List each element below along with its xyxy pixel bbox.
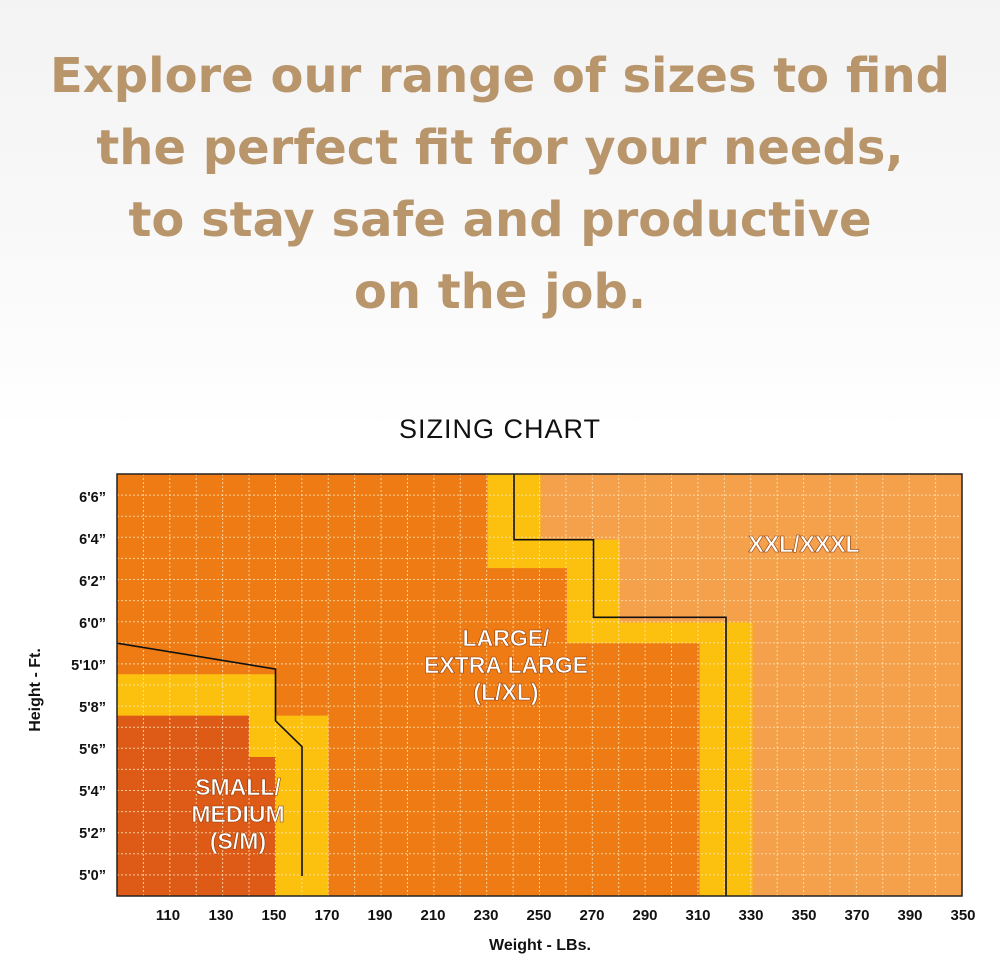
y-tick-label: 5'6” [79,742,106,758]
x-tick-label: 190 [367,907,392,924]
y-axis-label: Height - Ft. [27,648,44,732]
zone-label-xxl: XXL/XXXL [748,531,859,557]
x-tick-label: 370 [844,907,869,924]
y-tick-label: 5'2” [79,826,106,842]
headline: Explore our range of sizes to find the p… [0,40,1000,328]
headline-line-4: on the job. [353,264,647,320]
x-tick-label: 350 [791,907,816,924]
x-tick-label: 130 [208,907,233,924]
y-tick-label: 6'6” [79,490,106,506]
x-tick-label: 150 [261,907,286,924]
y-tick-label: 5'8” [79,700,106,716]
headline-line-3: to stay safe and productive [128,192,872,248]
y-tick-label: 6'0” [79,616,106,632]
y-tick-label: 5'0” [79,868,106,884]
zone-label-lxl: EXTRA LARGE [424,652,588,678]
x-tick-label: 330 [738,907,763,924]
zone-sm-fill [117,715,276,896]
x-tick-label: 210 [420,907,445,924]
x-tick-label: 290 [632,907,657,924]
x-tick-label: 350 [950,907,975,924]
x-tick-label: 310 [685,907,710,924]
x-axis-label: Weight - LBs. [489,937,591,954]
zone-label-sm: MEDIUM [191,801,284,827]
chart-title: SIZING CHART [399,414,601,444]
headline-line-2: the perfect fit for your needs, [96,120,904,176]
zone-label-sm: SMALL/ [195,774,281,800]
headline-line-1: Explore our range of sizes to find [50,48,950,104]
x-tick-label: 110 [156,907,180,924]
boundary-sm-lxl [116,642,303,876]
x-tick-label: 390 [897,907,922,924]
x-tick-label: 270 [579,907,604,924]
x-tick-label: 170 [314,907,339,924]
plot-frame [116,473,963,897]
y-tick-label: 6'4” [79,532,106,548]
y-tick-label: 5'4” [79,784,106,800]
zone-label-lxl: LARGE/ [463,625,551,651]
zone-label-sm: (S/M) [210,828,266,854]
boundary-lxl-xxl [513,474,727,896]
sizing-chart: SIZING CHART 6'6” 6'4” 6'2” 6'0” 5'10” 5'8” 5'6… [27,414,976,954]
grid-lines [116,474,962,896]
y-tick-label: 5'10” [71,658,106,674]
x-tick-label: 230 [473,907,498,924]
zone-label-lxl: (L/XL) [473,679,538,705]
x-tick-label: 250 [526,907,551,924]
y-tick-label: 6'2” [79,574,106,590]
